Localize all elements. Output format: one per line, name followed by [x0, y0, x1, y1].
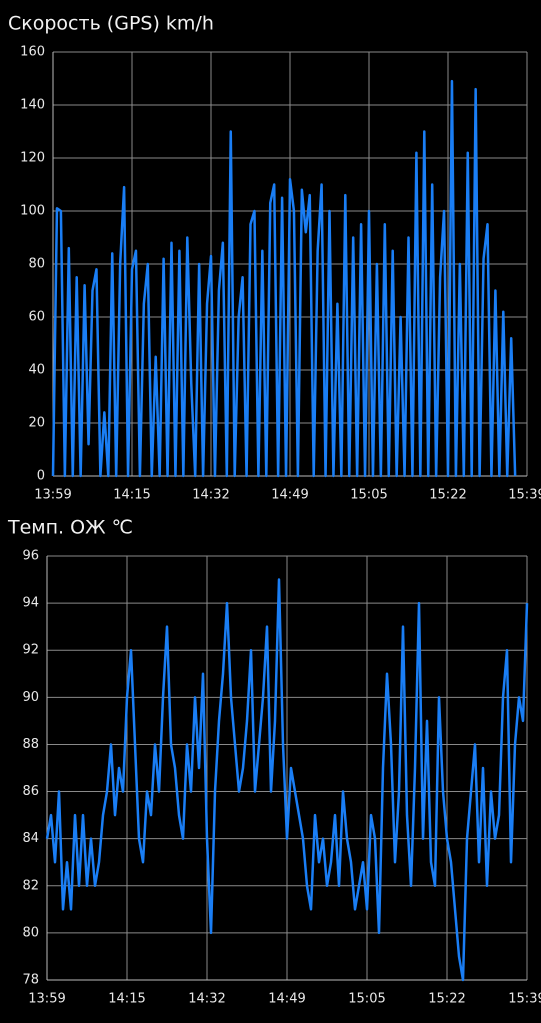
x-tick-label: 15:05 [348, 992, 385, 1007]
y-tick-label: 40 [28, 363, 45, 378]
x-tick-label: 14:49 [268, 992, 305, 1007]
y-tick-label: 92 [22, 643, 39, 658]
y-tick-label: 82 [22, 878, 39, 893]
x-tick-label: 14:32 [188, 992, 225, 1007]
y-tick-label: 140 [20, 98, 45, 113]
x-tick-label: 13:59 [34, 488, 71, 503]
x-tick-label: 14:32 [192, 488, 229, 503]
y-tick-label: 80 [28, 257, 45, 272]
x-tick-label: 15:05 [350, 488, 387, 503]
y-tick-label: 84 [22, 831, 39, 846]
y-tick-label: 60 [28, 310, 45, 325]
y-tick-label: 78 [22, 973, 39, 988]
x-tick-label: 14:15 [113, 488, 150, 503]
y-tick-label: 96 [22, 549, 39, 564]
y-tick-label: 160 [20, 45, 45, 60]
data-line [45, 578, 529, 982]
y-tick-label: 0 [37, 469, 45, 484]
y-tick-label: 80 [22, 925, 39, 940]
data-line [51, 79, 517, 478]
x-tick-label: 15:39 [508, 992, 541, 1007]
x-tick-label: 15:22 [429, 488, 466, 503]
x-tick-label: 15:39 [508, 488, 541, 503]
x-tick-label: 14:15 [108, 992, 145, 1007]
y-tick-label: 94 [22, 596, 39, 611]
y-tick-label: 100 [20, 204, 45, 219]
y-tick-label: 90 [22, 690, 39, 705]
y-tick-label: 88 [22, 737, 39, 752]
x-tick-label: 15:22 [428, 992, 465, 1007]
x-tick-label: 14:49 [271, 488, 308, 503]
chart-title: Скорость (GPS) km/h [8, 13, 214, 35]
y-tick-label: 20 [28, 416, 45, 431]
chart-title: Темп. ОЖ ℃ [7, 517, 133, 539]
y-tick-label: 86 [22, 784, 39, 799]
y-tick-label: 120 [20, 151, 45, 166]
x-tick-label: 13:59 [28, 992, 65, 1007]
